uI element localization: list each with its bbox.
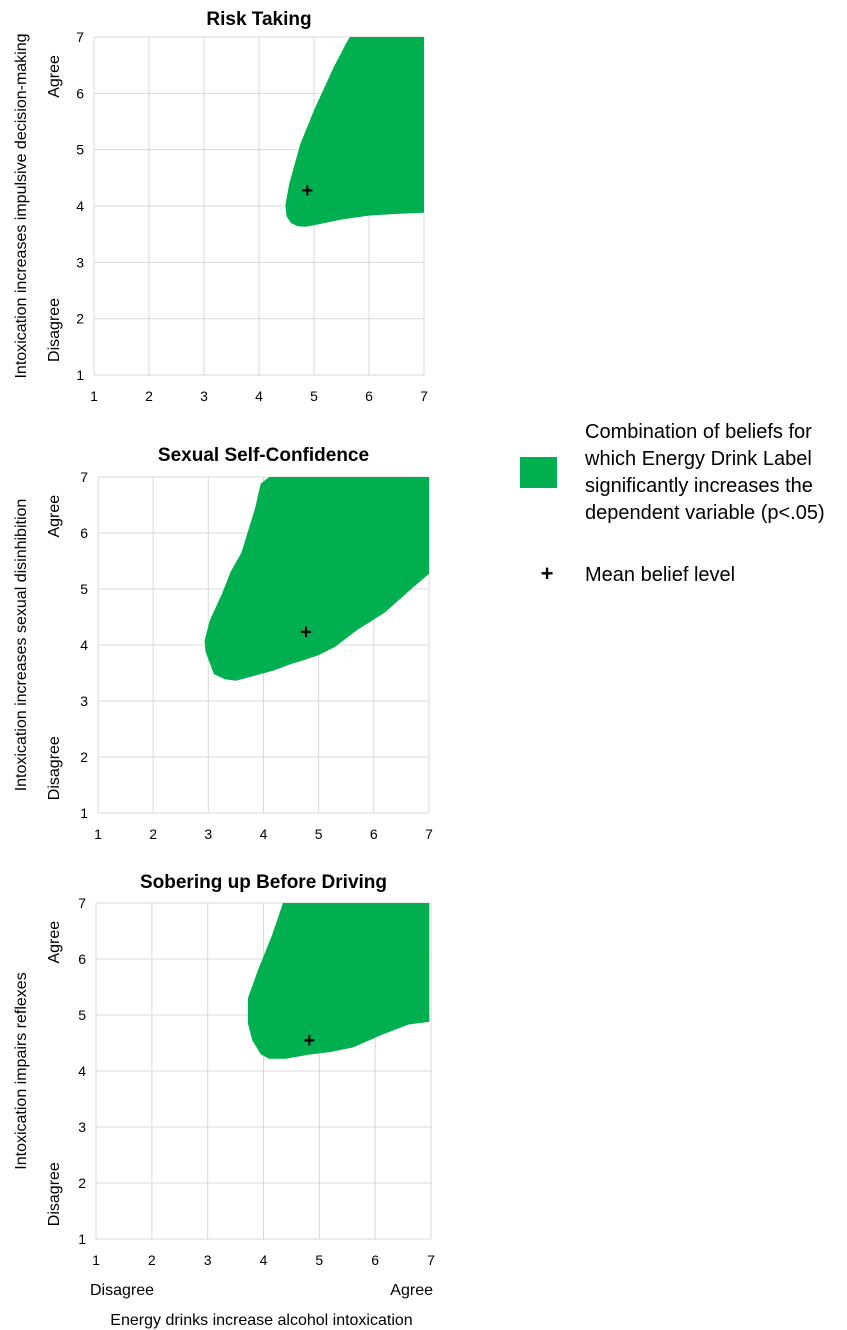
mean-marker: + — [302, 180, 314, 202]
y-tick-label: 2 — [76, 311, 84, 327]
x-tick-label: 2 — [145, 388, 153, 404]
x-tick-label: 2 — [148, 1252, 156, 1268]
x-tick-label: 7 — [420, 388, 428, 404]
x-tick-label: 7 — [425, 826, 433, 842]
y-agree-label: Agree — [46, 55, 63, 98]
y-tick-label: 7 — [76, 29, 84, 45]
x-tick-label: 3 — [200, 388, 208, 404]
x-tick-label: 3 — [204, 1252, 212, 1268]
chart-title: Sobering up Before Driving — [140, 872, 387, 893]
y-tick-label: 7 — [80, 469, 88, 485]
x-tick-label: 4 — [255, 388, 263, 404]
legend-fill-swatch — [520, 457, 557, 488]
y-tick-label: 1 — [78, 1231, 86, 1247]
y-tick-label: 4 — [78, 1063, 86, 1079]
x-tick-label: 6 — [371, 1252, 379, 1268]
y-tick-label: 3 — [76, 254, 84, 270]
y-tick-label: 3 — [78, 1119, 86, 1135]
y-tick-label: 3 — [80, 693, 88, 709]
chart-title: Risk Taking — [206, 9, 311, 30]
x-tick-label: 1 — [90, 388, 98, 404]
y-tick-label: 2 — [80, 749, 88, 765]
y-tick-label: 5 — [80, 581, 88, 597]
y-tick-label: 7 — [78, 895, 86, 911]
x-tick-label: 6 — [370, 826, 378, 842]
x-tick-label: 1 — [92, 1252, 100, 1268]
y-tick-label: 1 — [76, 367, 84, 383]
y-disagree-label: Disagree — [46, 298, 63, 362]
y-tick-label: 5 — [76, 142, 84, 158]
x-tick-label: 5 — [315, 1252, 323, 1268]
y-tick-label: 6 — [76, 85, 84, 101]
significance-region — [247, 903, 430, 1059]
y-axis-title: Intoxication impairs reflexes — [13, 972, 30, 1169]
y-agree-label: Agree — [46, 495, 63, 538]
x-tick-label: 5 — [315, 826, 323, 842]
y-tick-label: 6 — [78, 951, 86, 967]
significance-region — [285, 37, 424, 227]
x-tick-label: 7 — [427, 1252, 435, 1268]
legend: Combination of beliefs for which Energy … — [520, 421, 825, 586]
x-tick-label: 3 — [204, 826, 212, 842]
y-tick-label: 1 — [80, 805, 88, 821]
legend-fill-line-4: dependent variable (p<.05) — [585, 502, 825, 524]
y-axis-title: Intoxication increases impulsive decisio… — [13, 33, 30, 378]
x-tick-label: 4 — [260, 826, 268, 842]
x-tick-label: 1 — [94, 826, 102, 842]
y-disagree-label: Disagree — [46, 736, 63, 800]
legend-mean-label: Mean belief level — [585, 564, 735, 586]
chart-title: Sexual Self-Confidence — [158, 445, 369, 466]
legend-fill-line-1: Combination of beliefs for — [585, 421, 812, 443]
y-disagree-label: Disagree — [46, 1162, 63, 1226]
y-tick-label: 5 — [78, 1007, 86, 1023]
chart-panel-3: +1 2 3 4 5 6 7 1 2 3 4 5 6 7 Sobering up Before Drivin… — [13, 872, 435, 1329]
legend-fill-line-3: significantly increases the — [585, 475, 813, 497]
x-tick-label: 4 — [260, 1252, 268, 1268]
x-axis-title: Energy drinks increase alcohol intoxicat… — [110, 1312, 412, 1329]
y-axis-title: Intoxication increases sexual disinhibit… — [13, 499, 30, 792]
mean-marker: + — [300, 622, 312, 644]
legend-mean-symbol: + — [541, 561, 554, 586]
y-tick-label: 6 — [80, 525, 88, 541]
x-disagree-label: Disagree — [90, 1282, 154, 1299]
chart-panel-2: +1 2 3 4 5 6 7 1 2 3 4 5 6 7 Sexual Self-Confidence Int… — [13, 445, 433, 842]
y-tick-label: 4 — [76, 198, 84, 214]
y-tick-label: 4 — [80, 637, 88, 653]
chart-panel-1: +1 2 3 4 5 6 7 1 2 3 4 5 6 7 Risk Taking Intoxication i… — [13, 9, 428, 404]
mean-marker: + — [303, 1030, 315, 1052]
x-tick-label: 5 — [310, 388, 318, 404]
legend-fill-line-2: which Energy Drink Label — [584, 448, 812, 470]
x-tick-label: 6 — [365, 388, 373, 404]
significance-region — [204, 477, 429, 681]
y-agree-label: Agree — [46, 921, 63, 964]
x-agree-label: Agree — [390, 1282, 433, 1299]
y-tick-label: 2 — [78, 1175, 86, 1191]
x-tick-label: 2 — [149, 826, 157, 842]
